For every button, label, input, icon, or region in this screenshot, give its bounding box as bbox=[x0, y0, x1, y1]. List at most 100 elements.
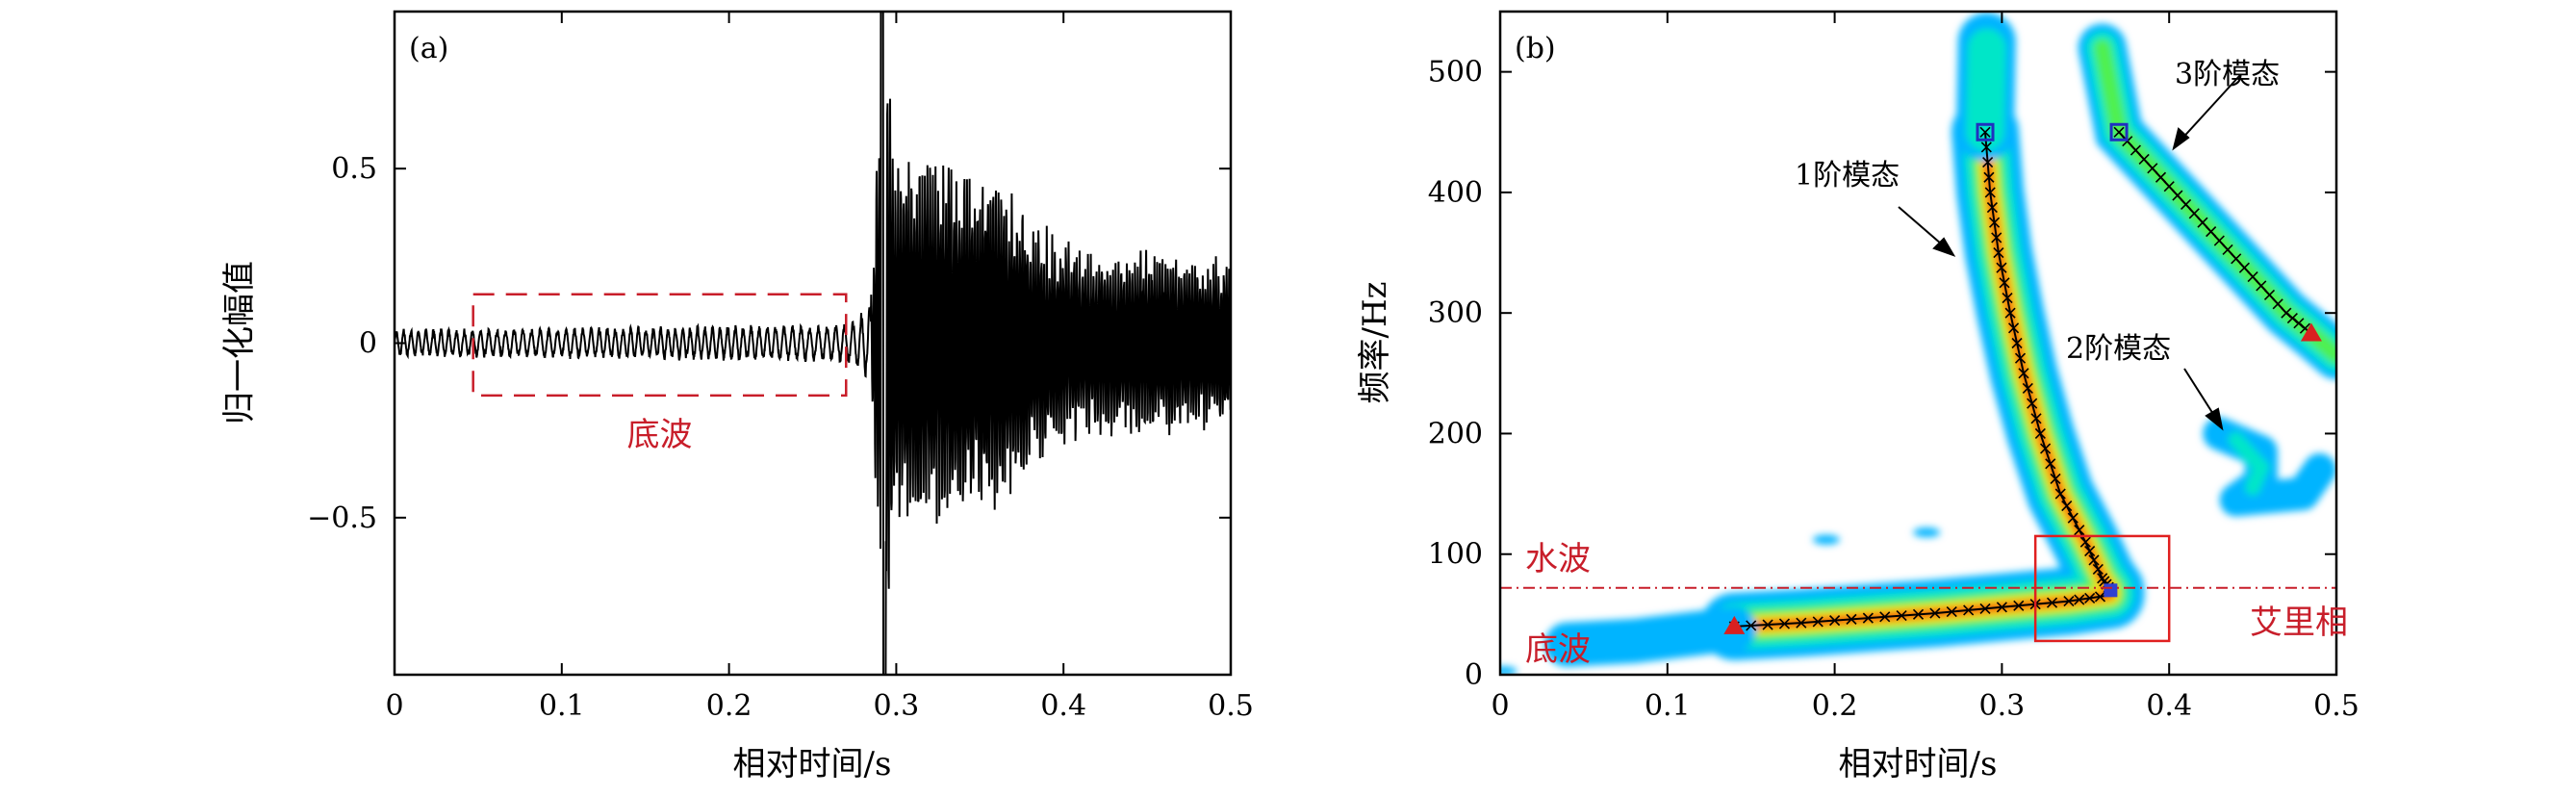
panel-a-label: (a) bbox=[409, 32, 448, 65]
mode3-marker bbox=[2188, 208, 2200, 219]
airy-marker bbox=[2094, 591, 2106, 603]
airy-marker bbox=[1846, 613, 1857, 625]
y-tick-label: 400 bbox=[1428, 176, 1483, 210]
airy-marker bbox=[1896, 610, 1907, 622]
mode3-marker bbox=[2286, 312, 2298, 324]
mode3-marker bbox=[2181, 198, 2192, 211]
airy-marker bbox=[2084, 592, 2096, 604]
mode1-marker bbox=[1999, 277, 2010, 289]
panel-a-x-ticks: 0 0.1 0.2 0.3 0.4 0.5 bbox=[385, 12, 1254, 723]
mode3-marker bbox=[2238, 262, 2250, 273]
x-tick-label: 0.5 bbox=[1208, 689, 1254, 723]
mode1-marker bbox=[2004, 307, 2016, 319]
mode3-marker bbox=[2231, 253, 2242, 265]
mode3-marker bbox=[2247, 271, 2258, 283]
airy-marker bbox=[2013, 600, 2025, 611]
panel-b-spectrogram: 0 0.1 0.2 0.3 0.4 0.5 0 100 200 300 400 500 (b) 相对… bbox=[1356, 10, 2359, 783]
mode1-marker bbox=[2054, 488, 2066, 500]
airy-marker bbox=[1979, 603, 1991, 614]
mode3-marker bbox=[2138, 153, 2150, 166]
heat-band-airy-tail bbox=[1544, 606, 1757, 667]
water-wave-label: 水波 bbox=[1525, 540, 1591, 578]
x-tick-label: 0.3 bbox=[1979, 689, 2026, 723]
airy-marker bbox=[1879, 611, 1891, 623]
mode3-marker bbox=[2263, 289, 2276, 300]
mode1-marker bbox=[2074, 525, 2085, 536]
airy-marker bbox=[1829, 615, 1841, 627]
mode1-marker bbox=[2014, 352, 2027, 364]
mode3-marker bbox=[2163, 181, 2175, 193]
mode-3-label: 3阶模态 bbox=[2175, 58, 2280, 91]
airy-start-marker bbox=[1723, 615, 1746, 634]
panel-b-y-ticks: 0 100 200 300 400 500 bbox=[1428, 56, 2336, 692]
y-tick-label: 200 bbox=[1428, 417, 1483, 450]
mode1-marker bbox=[2050, 473, 2061, 484]
mode1-marker bbox=[2040, 443, 2052, 454]
mode3-marker bbox=[2197, 217, 2208, 228]
x-tick-label: 0 bbox=[385, 689, 403, 723]
panel-b-x-ticks: 0 0.1 0.2 0.3 0.4 0.5 bbox=[1491, 12, 2359, 723]
spectrogram-heatmap bbox=[1500, 13, 2336, 675]
airy-marker bbox=[2063, 596, 2075, 607]
mode1-marker bbox=[1989, 217, 2001, 228]
mode3-marker bbox=[2172, 190, 2183, 201]
bottom-wave-label: 底波 bbox=[626, 416, 692, 454]
airy-marker bbox=[2074, 594, 2085, 605]
mode3-marker bbox=[2130, 144, 2142, 156]
heat-speckle-0 bbox=[1812, 534, 1840, 545]
airy-phase-box bbox=[2033, 534, 2171, 643]
heat-speckle-2 bbox=[1500, 666, 1518, 675]
mode1-marker bbox=[2088, 554, 2100, 566]
x-tick-label: 0.5 bbox=[2313, 689, 2359, 723]
airy-phase-label: 艾里相 bbox=[2250, 603, 2348, 642]
x-tick-label: 0.3 bbox=[874, 689, 920, 723]
y-tick-label: 0 bbox=[359, 327, 377, 361]
mode3-start-marker bbox=[2109, 122, 2129, 141]
heat-speckle-1 bbox=[1913, 527, 1941, 538]
x-tick-label: 0.4 bbox=[1040, 689, 1086, 723]
airy-marker bbox=[1796, 617, 1807, 629]
mode1-marker bbox=[2092, 563, 2104, 575]
mode3-marker bbox=[2155, 171, 2167, 183]
panel-b-frame bbox=[1498, 10, 2338, 677]
mode1-marker bbox=[1979, 126, 1991, 138]
panel-b-y-axis-label: 频率/Hz bbox=[1356, 281, 1394, 403]
airy-marker bbox=[1746, 620, 1757, 631]
panel-a-y-axis-label: 归一化幅值 bbox=[220, 261, 259, 424]
dashed-box bbox=[472, 293, 848, 398]
panel-b-x-axis-label: 相对时间/s bbox=[1839, 745, 1998, 783]
mode1-marker bbox=[2034, 427, 2046, 440]
mode1-marker bbox=[1986, 202, 1998, 214]
mode1-marker bbox=[2079, 536, 2091, 548]
airy-marker bbox=[1929, 607, 1941, 619]
heat-band-mode3-1 bbox=[2085, 31, 2336, 372]
y-tick-label: 300 bbox=[1428, 296, 1483, 330]
airy-marker bbox=[1812, 616, 1824, 628]
x-tick-label: 0.2 bbox=[706, 689, 752, 723]
y-tick-label: 100 bbox=[1428, 538, 1483, 572]
mode1-marker bbox=[2027, 398, 2038, 409]
bottom-wave-label-b: 底波 bbox=[1525, 630, 1591, 669]
mode1-marker bbox=[2022, 382, 2033, 395]
y-tick-label: −0.5 bbox=[307, 501, 377, 535]
mode1-marker bbox=[2067, 512, 2079, 524]
mode1-marker bbox=[1993, 246, 2004, 259]
annotation-arrows bbox=[1898, 74, 2241, 431]
mode1-marker bbox=[2045, 458, 2056, 470]
mode1-marker bbox=[2061, 501, 2073, 512]
mode3-marker bbox=[2293, 318, 2305, 329]
y-tick-label: 0 bbox=[1465, 658, 1483, 692]
mode3-marker bbox=[2281, 307, 2292, 319]
mode-1-label: 1阶模态 bbox=[1795, 159, 1900, 193]
waveform-line bbox=[394, 11, 1232, 676]
waveform-series bbox=[394, 11, 1232, 676]
panel-b-label: (b) bbox=[1515, 32, 1556, 65]
mode-curves bbox=[1723, 122, 2322, 634]
panel-a-y-ticks: 0.5 0 −0.5 bbox=[307, 152, 1231, 535]
airy-marker bbox=[1912, 608, 1925, 620]
mode3-end-marker bbox=[2300, 322, 2322, 342]
mode3-marker bbox=[2222, 244, 2233, 255]
mode3-marker bbox=[2206, 226, 2217, 238]
panel-a-x-axis-label: 相对时间/s bbox=[733, 745, 892, 783]
